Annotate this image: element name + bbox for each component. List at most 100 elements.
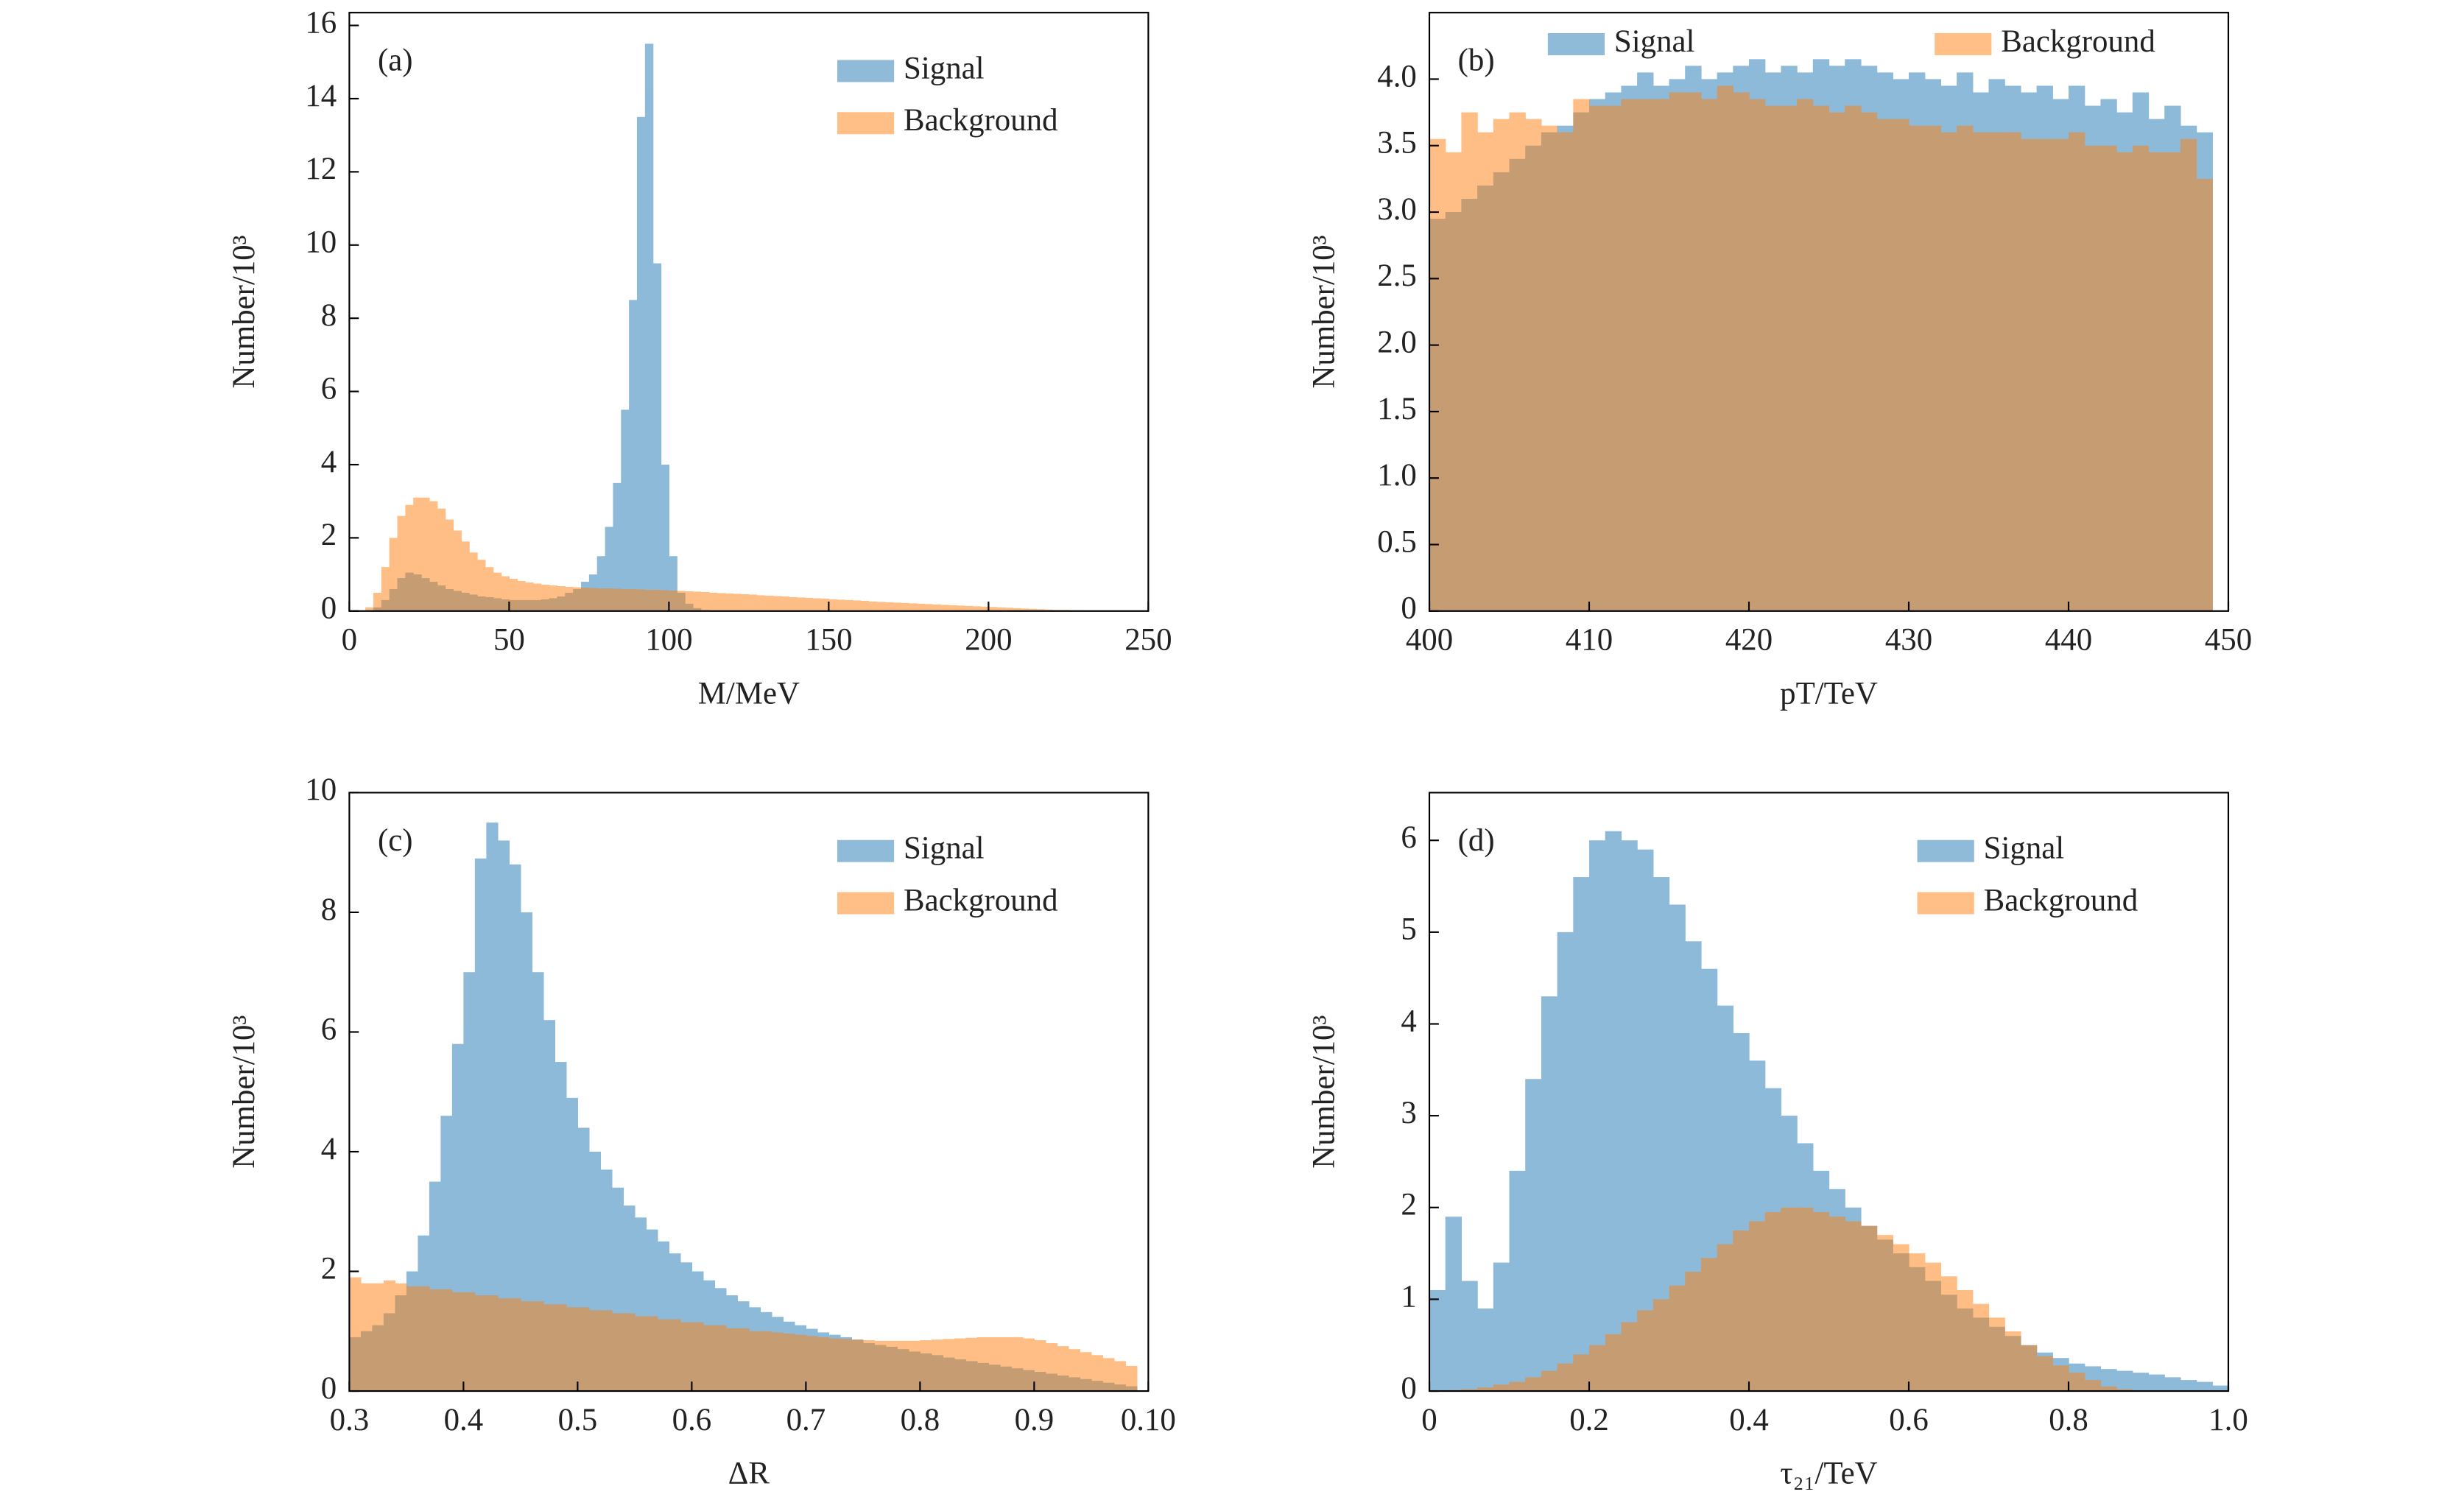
bar <box>451 1292 465 1392</box>
bar <box>1573 99 1590 611</box>
legend-patch <box>1547 33 1605 56</box>
bar <box>1972 1303 1990 1392</box>
bar <box>1589 105 1606 611</box>
y-tick-label: 2.5 <box>1377 258 1417 293</box>
bar <box>756 595 766 611</box>
bar <box>669 1319 681 1392</box>
x-tick-label: 410 <box>1566 623 1613 658</box>
plot-frame <box>348 12 1150 612</box>
bar <box>1637 1310 1654 1392</box>
bar <box>948 605 957 611</box>
bar <box>2100 145 2117 611</box>
bar <box>611 1313 624 1392</box>
bar <box>1493 1384 1510 1392</box>
bar <box>437 508 446 611</box>
y-tick-label: 2.0 <box>1377 325 1417 359</box>
bar <box>555 1304 567 1392</box>
x-tick-label: 420 <box>1725 623 1773 658</box>
bar <box>406 1286 419 1392</box>
bar <box>2116 1370 2133 1392</box>
bar <box>373 592 382 611</box>
bar <box>413 497 422 611</box>
legend-label: Signal <box>1984 831 2065 866</box>
bar <box>2020 1345 2038 1392</box>
bar <box>1445 152 1462 611</box>
legend-label: Signal <box>1614 24 1695 59</box>
bar <box>943 1339 955 1392</box>
bar <box>1589 1345 1606 1392</box>
y-tick-label: 2 <box>321 1251 337 1286</box>
bar <box>429 501 438 611</box>
bar <box>1940 1276 1957 1392</box>
y-tick-label: 14 <box>305 79 337 113</box>
series <box>1445 1207 2133 1392</box>
bar <box>2069 1373 2085 1392</box>
legend-label: Background <box>904 883 1058 918</box>
x-tick-label: 100 <box>645 623 692 658</box>
bar <box>692 591 702 611</box>
panel-tag: (a) <box>378 43 413 78</box>
bar <box>2116 152 2133 611</box>
bar <box>581 587 590 611</box>
bar <box>1605 1334 1622 1392</box>
bar <box>1637 849 1654 1392</box>
bar <box>486 1295 499 1392</box>
bar <box>669 590 677 611</box>
bar <box>557 586 566 611</box>
y-tick-label: 2 <box>321 518 337 552</box>
bar <box>520 1301 533 1392</box>
bar <box>2132 145 2150 611</box>
bar <box>485 567 494 611</box>
bar <box>956 605 965 611</box>
bar <box>980 606 990 611</box>
bar <box>1637 99 1654 611</box>
y-tick-label: 2 <box>1401 1188 1416 1222</box>
bar <box>429 1289 442 1392</box>
bar <box>1876 119 1893 611</box>
bar <box>862 1339 876 1392</box>
bar <box>669 556 677 611</box>
bar <box>474 1295 487 1392</box>
bar <box>837 599 845 611</box>
bar <box>360 1283 373 1392</box>
bar <box>1957 1289 1974 1392</box>
bar <box>486 823 499 1392</box>
bar <box>976 1337 990 1392</box>
x-tick-label: 450 <box>2205 623 2252 658</box>
plot-frame <box>1428 12 2230 612</box>
bar <box>509 864 521 1392</box>
y-tick-label: 1 <box>1401 1279 1416 1314</box>
bar <box>988 1337 1001 1392</box>
bar <box>884 602 893 611</box>
bar <box>764 595 774 611</box>
bar <box>1860 1225 1878 1392</box>
x-tick-label: 200 <box>965 623 1012 658</box>
bar <box>600 1310 613 1392</box>
bar <box>565 587 574 611</box>
bar <box>2132 1373 2150 1392</box>
y-tick-label: 4 <box>321 1132 337 1166</box>
x-tick-label: 400 <box>1406 623 1453 658</box>
y-tick-label: 6 <box>1401 820 1416 855</box>
bar <box>733 594 742 611</box>
bar <box>497 840 510 1392</box>
y-tick-label: 1.5 <box>1377 392 1417 426</box>
bar <box>748 594 758 611</box>
bar <box>876 602 885 611</box>
bar <box>2004 1331 2021 1392</box>
x-tick-label: 0.8 <box>901 1403 940 1437</box>
y-tick-label: 1.0 <box>1377 458 1417 493</box>
y-tick-label: 4.0 <box>1377 59 1417 94</box>
bar <box>509 1298 521 1392</box>
bar <box>2052 138 2069 611</box>
bar <box>1828 1216 1845 1392</box>
bar <box>748 1331 761 1392</box>
bar <box>789 596 798 611</box>
bar <box>629 300 638 611</box>
bar <box>1733 1230 1750 1392</box>
bar <box>588 1310 602 1392</box>
bar <box>1764 105 1782 611</box>
x-tick-label: 0 <box>342 623 357 658</box>
bar <box>493 572 502 611</box>
